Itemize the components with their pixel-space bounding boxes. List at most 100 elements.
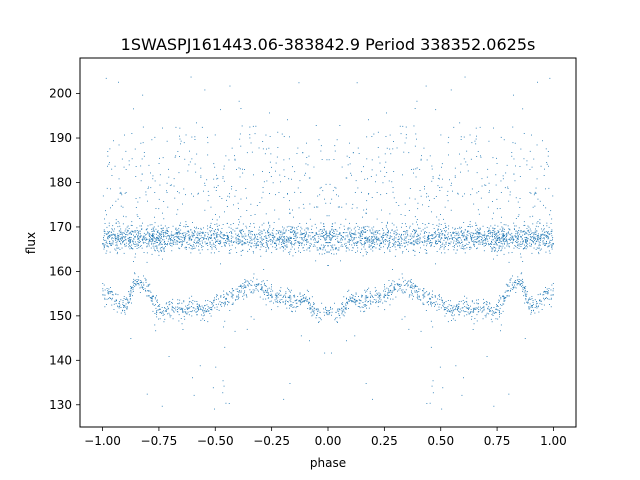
data-point	[210, 222, 212, 224]
data-point	[169, 303, 171, 305]
data-point	[220, 235, 221, 237]
data-point	[220, 296, 222, 298]
data-point	[272, 241, 274, 242]
data-point	[239, 242, 240, 244]
data-point	[402, 125, 404, 127]
data-point	[225, 155, 227, 157]
data-point	[524, 293, 526, 295]
data-point	[139, 282, 141, 284]
data-point	[394, 238, 395, 240]
data-point	[324, 314, 325, 316]
data-point	[224, 305, 225, 307]
data-point	[539, 223, 541, 224]
data-point	[305, 235, 306, 237]
data-point	[163, 310, 164, 312]
data-point	[186, 226, 188, 227]
data-point	[520, 235, 521, 237]
data-point	[394, 243, 396, 245]
data-point	[519, 243, 521, 245]
data-point	[290, 301, 292, 303]
data-point	[371, 197, 373, 198]
data-point	[403, 239, 405, 241]
data-point	[269, 193, 270, 194]
data-point	[111, 299, 113, 301]
data-point	[192, 248, 194, 250]
data-point	[435, 304, 436, 306]
data-point	[329, 242, 331, 244]
data-point	[187, 230, 189, 232]
data-point	[332, 247, 334, 249]
data-point	[457, 228, 459, 229]
data-point	[466, 150, 468, 152]
data-point	[281, 299, 283, 300]
data-point	[151, 238, 153, 239]
data-point	[491, 232, 493, 234]
data-point	[368, 193, 369, 195]
data-point	[312, 309, 314, 311]
data-point	[399, 238, 400, 240]
data-point	[387, 228, 388, 230]
data-point	[479, 232, 481, 233]
data-point	[128, 237, 130, 238]
data-point	[500, 313, 502, 314]
data-point	[514, 281, 516, 283]
data-point	[153, 226, 155, 228]
data-point	[495, 184, 497, 186]
data-point	[367, 301, 369, 303]
data-point	[359, 234, 361, 236]
data-point	[275, 301, 277, 303]
data-point	[471, 238, 473, 240]
data-point	[276, 244, 277, 246]
data-point	[280, 230, 282, 232]
data-point	[159, 318, 161, 320]
data-point	[152, 236, 153, 237]
data-point	[273, 239, 275, 241]
data-point	[256, 245, 258, 246]
data-point	[332, 190, 334, 192]
data-point	[514, 245, 516, 246]
data-point	[418, 227, 419, 229]
data-point	[163, 249, 165, 251]
data-point	[201, 249, 203, 251]
data-point	[464, 311, 466, 313]
data-point	[463, 239, 465, 240]
data-point	[396, 229, 398, 231]
data-point	[370, 176, 372, 177]
data-point	[486, 176, 488, 178]
data-point	[475, 241, 477, 243]
data-point	[413, 234, 415, 236]
data-point	[129, 245, 131, 247]
data-point	[106, 250, 108, 252]
data-point	[111, 234, 113, 236]
data-point	[180, 222, 181, 224]
data-point	[218, 243, 219, 244]
data-point	[119, 304, 121, 306]
data-point	[455, 307, 456, 309]
data-point	[171, 309, 173, 311]
data-point	[405, 126, 407, 128]
data-point	[445, 236, 447, 238]
data-point	[176, 311, 178, 312]
data-point	[406, 248, 407, 250]
data-point	[176, 232, 178, 233]
data-point	[323, 311, 325, 313]
data-point	[151, 242, 153, 244]
data-point	[105, 252, 107, 254]
data-point	[347, 234, 349, 236]
data-point	[214, 408, 215, 410]
data-point	[334, 302, 335, 304]
data-point	[332, 226, 333, 227]
data-point	[530, 245, 532, 247]
data-point	[127, 300, 129, 302]
data-point	[524, 233, 526, 235]
data-point	[211, 235, 212, 237]
data-point	[515, 197, 517, 199]
data-point	[345, 245, 346, 247]
data-point	[522, 261, 524, 262]
data-point	[417, 298, 419, 300]
data-point	[546, 231, 548, 232]
data-point	[270, 288, 272, 290]
data-point	[192, 244, 194, 246]
data-point	[341, 166, 343, 168]
data-point	[260, 246, 262, 248]
